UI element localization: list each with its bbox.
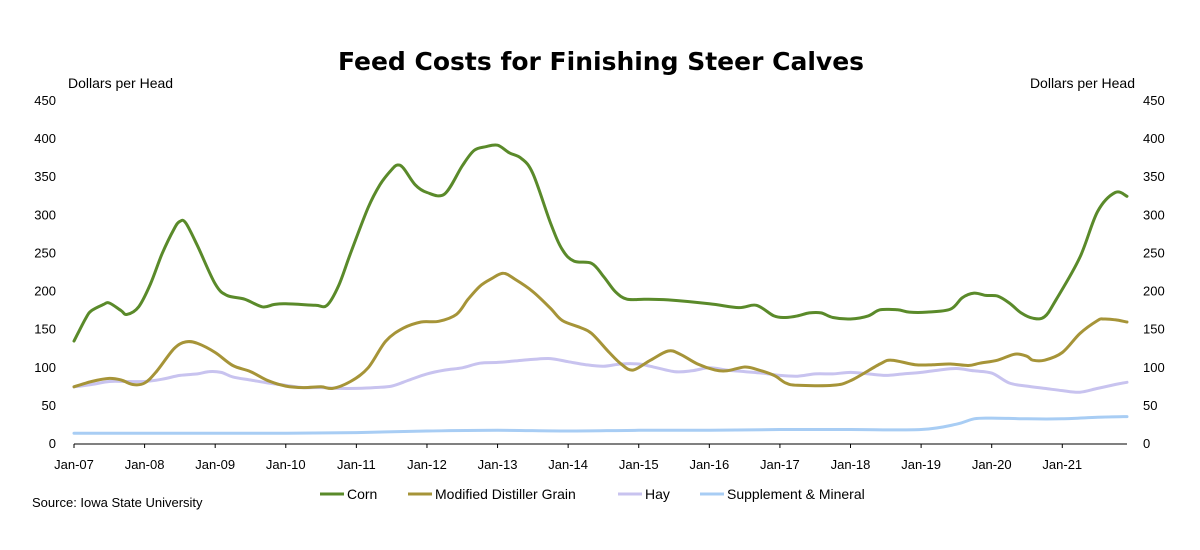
series-line-corn — [72, 143, 1129, 343]
y-tick-label-left: 200 — [34, 284, 56, 299]
legend: Corn Modified Distiller Grain Hay Supplemen… — [320, 486, 865, 502]
plot-area — [72, 143, 1129, 435]
y-tick-label-left: 450 — [34, 93, 56, 108]
y-tick-label-right: 150 — [1143, 322, 1165, 337]
y-tick-label-right: 450 — [1143, 93, 1165, 108]
y-axis-title-left: Dollars per Head — [68, 75, 173, 91]
x-tick-label: Jan-16 — [689, 457, 729, 472]
y-tick-label-right: 250 — [1143, 245, 1165, 260]
y-tick-label-left: 0 — [49, 436, 56, 451]
x-tick-label: Jan-10 — [266, 457, 306, 472]
x-tick-label: Jan-12 — [407, 457, 447, 472]
y-tick-label-right: 200 — [1143, 284, 1165, 299]
y-tick-label-left: 300 — [34, 207, 56, 222]
source-note: Source: Iowa State University — [32, 495, 203, 510]
chart-title: Feed Costs for Finishing Steer Calves — [338, 47, 864, 76]
y-axis-left: 0 50 100 150 200 250 300 350 400 450 — [34, 93, 56, 451]
series-line-hay — [72, 357, 1129, 394]
x-tick-label: Jan-09 — [195, 457, 235, 472]
x-tick-label: Jan-14 — [548, 457, 588, 472]
x-tick-label: Jan-07 — [54, 457, 94, 472]
y-tick-label-right: 350 — [1143, 169, 1165, 184]
y-tick-label-right: 50 — [1143, 398, 1157, 413]
x-tick-label: Jan-13 — [478, 457, 518, 472]
series-line-modified-distiller-grain — [72, 271, 1129, 391]
y-tick-label-right: 100 — [1143, 360, 1165, 375]
y-tick-label-right: 400 — [1143, 131, 1165, 146]
y-tick-label-left: 100 — [34, 360, 56, 375]
y-axis-right: 0 50 100 150 200 250 300 350 400 450 — [1143, 93, 1165, 451]
y-tick-label-left: 400 — [34, 131, 56, 146]
y-tick-label-left: 150 — [34, 322, 56, 337]
x-axis: Jan-07 Jan-08 Jan-09 Jan-10 Jan-11 Jan-12 Jan-… — [54, 444, 1082, 472]
x-tick-label: Jan-21 — [1042, 457, 1082, 472]
x-tick-label: Jan-11 — [337, 457, 376, 472]
y-tick-label-left: 50 — [42, 398, 56, 413]
y-tick-label-right: 300 — [1143, 207, 1165, 222]
x-tick-label: Jan-15 — [619, 457, 659, 472]
y-tick-label-left: 250 — [34, 245, 56, 260]
x-tick-label: Jan-18 — [831, 457, 871, 472]
y-tick-label-left: 350 — [34, 169, 56, 184]
y-tick-label-right: 0 — [1143, 436, 1150, 451]
x-tick-label: Jan-08 — [125, 457, 165, 472]
x-tick-label: Jan-19 — [901, 457, 941, 472]
series-line-supplement-mineral — [72, 415, 1129, 435]
y-axis-title-right: Dollars per Head — [1030, 75, 1135, 91]
legend-label: Supplement & Mineral — [727, 486, 865, 502]
x-tick-label: Jan-17 — [760, 457, 800, 472]
legend-label: Corn — [347, 486, 377, 502]
legend-label: Hay — [645, 486, 670, 502]
legend-label: Modified Distiller Grain — [435, 486, 576, 502]
x-tick-label: Jan-20 — [972, 457, 1012, 472]
